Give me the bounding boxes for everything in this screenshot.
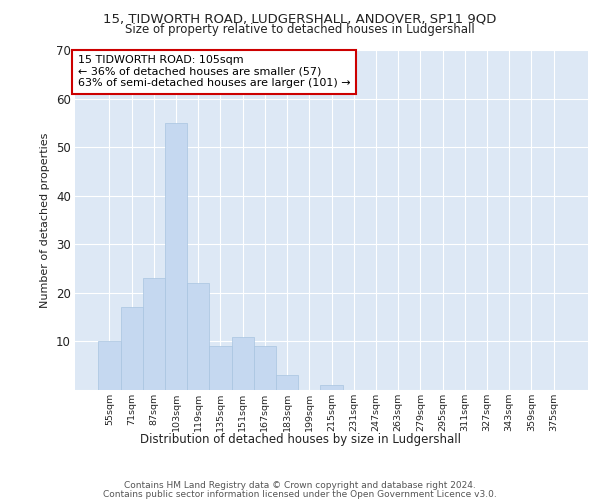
Bar: [143, 278, 165, 390]
Bar: [320, 385, 343, 390]
Bar: [187, 283, 209, 390]
Text: Contains HM Land Registry data © Crown copyright and database right 2024.: Contains HM Land Registry data © Crown c…: [124, 481, 476, 490]
Bar: [254, 346, 276, 390]
Text: Distribution of detached houses by size in Ludgershall: Distribution of detached houses by size …: [139, 432, 461, 446]
Bar: [209, 346, 232, 390]
Text: Size of property relative to detached houses in Ludgershall: Size of property relative to detached ho…: [125, 24, 475, 36]
Bar: [165, 123, 187, 390]
Bar: [276, 376, 298, 390]
Text: 15, TIDWORTH ROAD, LUDGERSHALL, ANDOVER, SP11 9QD: 15, TIDWORTH ROAD, LUDGERSHALL, ANDOVER,…: [103, 12, 497, 26]
Text: 15 TIDWORTH ROAD: 105sqm
← 36% of detached houses are smaller (57)
63% of semi-d: 15 TIDWORTH ROAD: 105sqm ← 36% of detach…: [77, 55, 350, 88]
Bar: [98, 342, 121, 390]
Y-axis label: Number of detached properties: Number of detached properties: [40, 132, 50, 308]
Text: Contains public sector information licensed under the Open Government Licence v3: Contains public sector information licen…: [103, 490, 497, 499]
Bar: [121, 308, 143, 390]
Bar: [232, 336, 254, 390]
